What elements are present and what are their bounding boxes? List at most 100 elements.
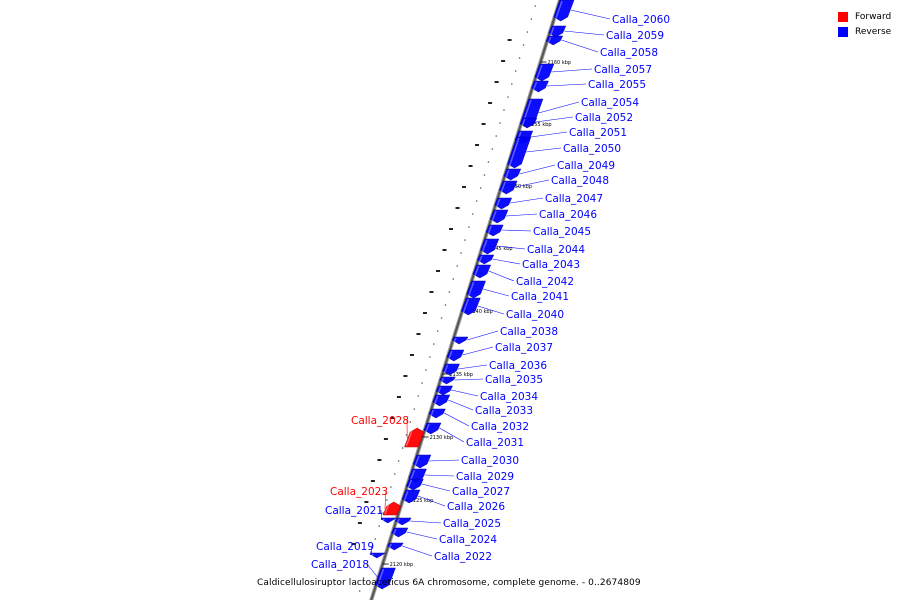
- guide-dot: [499, 122, 501, 124]
- gene-leader-line: [424, 474, 455, 477]
- guide-dot: [421, 382, 423, 384]
- guide-dot: [444, 304, 447, 306]
- gene-highlight: [467, 281, 475, 297]
- gene-label: Calla_2058: [600, 47, 658, 59]
- gene-label: Calla_2030: [461, 455, 519, 467]
- guide-dot: [487, 161, 490, 163]
- guide-dot: [456, 265, 459, 267]
- gene-calla-2032: [428, 408, 446, 419]
- gene-leader-line: [519, 164, 556, 175]
- gene-leader-line: [380, 509, 382, 521]
- gene-label: Calla_2041: [511, 291, 569, 303]
- guide-dot: [452, 278, 455, 280]
- kbp-tick-label: 2120 kbp: [390, 562, 414, 568]
- guide-dot: [397, 460, 400, 462]
- gene-calla-2050: [507, 136, 532, 169]
- gene-calla-2043: [476, 254, 495, 265]
- guide-dash: [409, 354, 414, 356]
- guide-dash: [449, 228, 454, 230]
- gene-leader-line: [526, 147, 562, 153]
- kbp-tick-label: 2135 kbp: [449, 372, 473, 378]
- gene-highlight: [430, 409, 435, 417]
- guide-dot: [530, 18, 533, 20]
- gene-highlight: [495, 198, 501, 208]
- gene-label: Calla_2055: [588, 79, 646, 91]
- gene-calla-2049: [503, 168, 522, 181]
- gene-calla-2037: [446, 349, 465, 362]
- legend-forward-label: Forward: [855, 11, 892, 22]
- guide-dot: [417, 395, 420, 397]
- gene-highlight: [478, 255, 483, 263]
- gene-label: Calla_2033: [475, 405, 533, 417]
- gene-label: Calla_2032: [471, 421, 529, 433]
- guide-dot: [374, 538, 377, 540]
- gene-label: Calla_2019: [316, 541, 374, 553]
- gene-calla-2030: [412, 454, 432, 469]
- gene-label: Calla_2026: [447, 501, 505, 513]
- gene-label: Calla_2057: [594, 64, 652, 76]
- gene-label: Calla_2046: [539, 209, 597, 221]
- kbp-tick-label: 2150 kbp: [509, 184, 533, 190]
- guide-dash: [442, 249, 447, 251]
- gene-highlight: [392, 528, 397, 536]
- gene-label: Calla_2060: [612, 14, 670, 26]
- guide-dot: [526, 31, 529, 33]
- gene-label: Calla_2031: [466, 437, 524, 449]
- gene-highlight: [388, 543, 392, 549]
- guide-dash: [422, 312, 427, 314]
- map-caption: Caldicellulosiruptor lactoaceticus 6A ch…: [257, 578, 641, 588]
- gene-highlight: [500, 181, 506, 193]
- gene-leader-line: [439, 427, 465, 443]
- guide-dash: [396, 396, 401, 398]
- guide-dot: [440, 317, 443, 319]
- gene-calla-2042: [472, 264, 492, 279]
- gene-calla-2048: [498, 180, 518, 195]
- gene-highlight: [409, 469, 416, 481]
- gene-leader-line: [443, 412, 470, 427]
- gene-calla-2052: [520, 117, 538, 128]
- gene-label: Calla_2047: [545, 193, 603, 205]
- gene-calla-2040: [460, 297, 481, 316]
- legend-forward: Forward: [838, 9, 891, 24]
- guide-dot: [491, 148, 494, 150]
- gene-leader-line: [421, 483, 451, 492]
- gene-calla-2038: [451, 336, 469, 345]
- guide-dot: [390, 486, 392, 488]
- gene-highlight: [396, 518, 400, 524]
- guide-dot: [503, 109, 505, 111]
- gene-leader-line: [457, 364, 488, 370]
- guide-dash: [429, 291, 434, 293]
- guide-dot: [362, 577, 365, 579]
- guide-dot: [475, 200, 478, 202]
- guide-dot: [358, 590, 361, 592]
- gene-calla-2047: [494, 197, 513, 210]
- guide-dash: [455, 207, 460, 209]
- gene-leader-line: [402, 545, 433, 557]
- gene-label: Calla_2044: [527, 244, 585, 256]
- kbp-tick-label: 2125 kbp: [410, 498, 434, 504]
- gene-label: Calla_2048: [551, 175, 609, 187]
- gene-highlight: [376, 568, 385, 588]
- gene-leader-line: [428, 459, 460, 462]
- gene-calla-2057: [534, 63, 555, 82]
- gene-label: Calla_2049: [557, 160, 615, 172]
- gene-calla-2019: [369, 552, 386, 559]
- gene-highlight: [547, 36, 552, 44]
- gene-highlight: [462, 298, 470, 314]
- gene-highlight: [443, 364, 449, 374]
- legend-forward-swatch: [838, 11, 848, 22]
- gene-calla-2044: [480, 238, 500, 255]
- guide-dash: [364, 501, 369, 503]
- gene-leader-line: [515, 179, 550, 188]
- guide-dot: [495, 135, 498, 137]
- gene-calla-2023: [382, 501, 402, 516]
- gene-calla-2024: [391, 527, 409, 538]
- gene-leader-line: [561, 39, 599, 53]
- guide-dash: [435, 270, 440, 272]
- gene-label: Calla_2021: [325, 505, 383, 517]
- gene-label: Calla_2059: [606, 30, 664, 42]
- guide-dash: [403, 375, 408, 377]
- gene-calla-2022: [386, 542, 404, 551]
- gene-label: Calla_2050: [563, 143, 621, 155]
- gene-leader-line: [366, 563, 379, 579]
